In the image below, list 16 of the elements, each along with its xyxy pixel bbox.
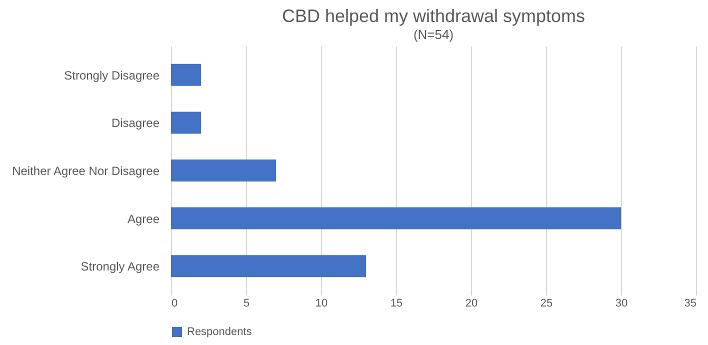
- x-tick-label: 0: [172, 298, 178, 310]
- y-tick-label: Disagree: [111, 116, 160, 130]
- x-tick-label: 35: [684, 298, 696, 310]
- chart-subtitle: (N=54): [413, 27, 454, 42]
- x-tick-label: 25: [540, 298, 553, 310]
- x-tick-label: 5: [243, 298, 250, 310]
- y-tick-label: Agree: [127, 212, 160, 226]
- x-tick-label: 30: [615, 298, 628, 310]
- x-tick-label: 10: [315, 298, 328, 310]
- legend-label: Respondents: [187, 326, 252, 338]
- y-tick-label: Strongly Disagree: [64, 68, 160, 82]
- chart-title: CBD helped my withdrawal symptoms: [282, 6, 586, 26]
- y-tick-label: Strongly Agree: [80, 260, 160, 274]
- x-tick-label: 20: [465, 298, 478, 310]
- x-tick-label: 15: [390, 298, 403, 310]
- y-tick-label: Neither Agree Nor Disagree: [12, 164, 160, 178]
